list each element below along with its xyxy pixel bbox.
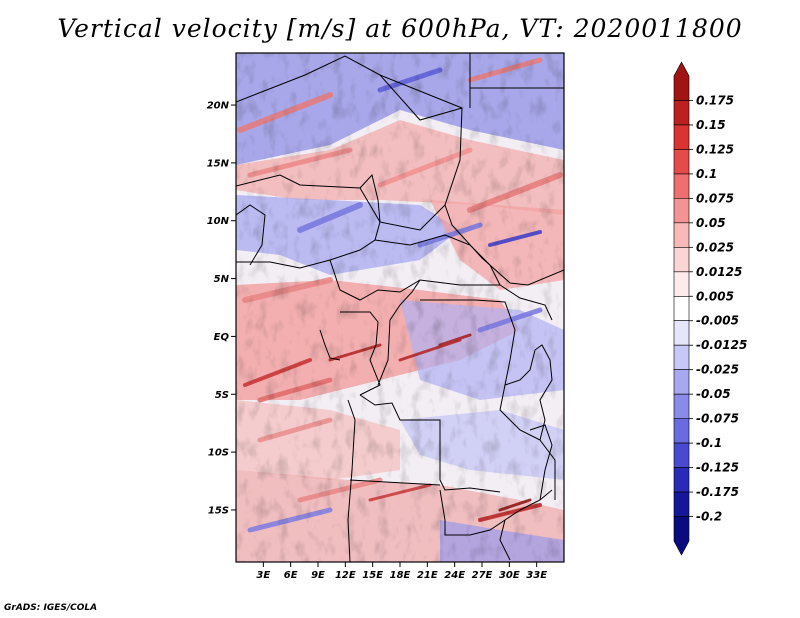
velocity-field <box>236 53 564 562</box>
colorbar-label: 0.1 <box>696 167 717 181</box>
colorbar-label: 0.0125 <box>696 265 742 279</box>
lon-tick-label: 24E <box>444 570 465 581</box>
lon-tick-label: 3E <box>256 570 270 581</box>
colorbar-swatch <box>673 173 690 199</box>
lat-tick-label: 15N <box>207 158 230 169</box>
lon-tick-label: 18E <box>390 570 411 581</box>
longitude-axis: 3E 6E 9E 12E 15E 18E 21E 24E 27E 30E 33E <box>256 562 547 581</box>
colorbar-swatch <box>673 124 690 150</box>
lat-tick-label: 20N <box>207 101 230 112</box>
colorbar-swatch <box>673 467 690 493</box>
colorbar-label: -0.175 <box>696 485 739 499</box>
colorbar-swatch <box>673 198 690 224</box>
colorbar-swatch <box>673 271 690 297</box>
colorbar-swatch <box>673 442 690 468</box>
country-borders <box>236 53 564 562</box>
colorbar-swatch <box>673 295 690 322</box>
colorbar-swatch <box>673 516 690 556</box>
lat-tick-label: 15S <box>208 505 229 516</box>
colorbar-swatch <box>673 222 690 248</box>
lon-tick-label: 12E <box>335 570 356 581</box>
colorbar-label: 0.15 <box>696 118 726 132</box>
map-title: Vertical velocity [m/s] at 600hPa, VT: 2… <box>57 14 743 43</box>
colorbar-swatch <box>673 247 690 273</box>
latitude-axis: 20N 15N 10N 5N EQ 5S 10S 15S <box>207 101 236 516</box>
grads-credit: GrADS: IGES/COLA <box>4 603 98 613</box>
colorbar-swatch <box>673 61 690 101</box>
colorbar-swatch <box>673 320 690 346</box>
colorbar-swatch <box>673 491 690 517</box>
colorbar-label: -0.0125 <box>696 338 747 352</box>
lon-tick-label: 30E <box>499 570 520 581</box>
colorbar-swatch <box>673 344 690 370</box>
colorbar-label: -0.05 <box>696 387 731 401</box>
colorbar-label: 0.075 <box>696 191 734 205</box>
colorbar-label: 0.05 <box>696 216 726 230</box>
colorbar-swatch <box>673 418 690 444</box>
lon-tick-label: 27E <box>472 570 493 581</box>
lat-tick-label: 10N <box>207 216 230 227</box>
colorbar-label: -0.125 <box>696 461 739 475</box>
colorbar-label: -0.075 <box>696 412 739 426</box>
lon-tick-label: 21E <box>417 570 438 581</box>
colorbar-swatch <box>673 369 690 395</box>
colorbar-swatch <box>673 149 690 175</box>
colorbar-label: 0.175 <box>696 93 734 107</box>
lon-tick-label: 6E <box>284 570 298 581</box>
colorbar: 0.175 0.15 0.125 0.1 0.075 0.05 0.025 0.0125 0.0… <box>673 61 747 556</box>
lat-tick-label: EQ <box>214 332 230 343</box>
colorbar-label: -0.005 <box>696 314 739 328</box>
lat-tick-label: 10S <box>208 448 229 459</box>
colorbar-label: -0.1 <box>696 436 722 450</box>
colorbar-label: -0.2 <box>696 510 722 524</box>
colorbar-label: -0.025 <box>696 363 739 377</box>
lon-tick-label: 15E <box>362 570 383 581</box>
lon-tick-label: 33E <box>526 570 547 581</box>
colorbar-swatch <box>673 393 690 419</box>
colorbar-swatch <box>673 100 690 126</box>
colorbar-label: 0.005 <box>696 289 734 303</box>
lat-tick-label: 5N <box>214 274 230 285</box>
lon-tick-label: 9E <box>311 570 325 581</box>
colorbar-label: 0.125 <box>696 142 734 156</box>
colorbar-label: 0.025 <box>696 240 734 254</box>
lat-tick-label: 5S <box>215 390 229 401</box>
